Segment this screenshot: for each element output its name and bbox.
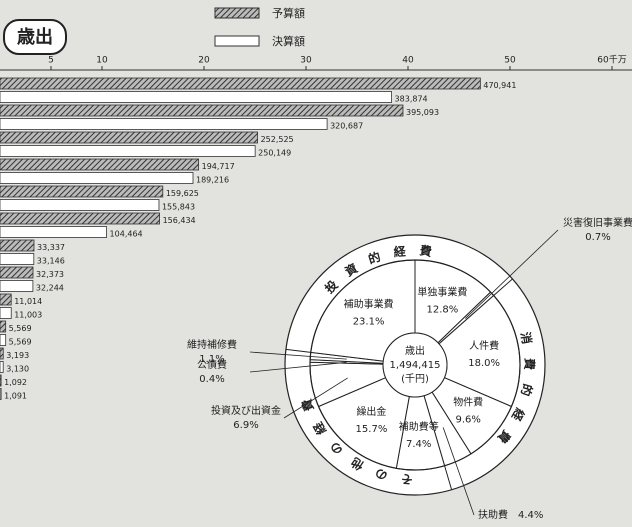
value-label: 194,717 — [202, 162, 235, 171]
slice-value: 18.0% — [468, 358, 500, 369]
value-label: 104,464 — [110, 230, 143, 239]
legend-label: 予算額 — [272, 6, 305, 20]
bar — [0, 321, 6, 332]
value-label: 3,193 — [6, 351, 29, 360]
legend-label: 決算額 — [272, 34, 305, 48]
bar — [0, 281, 33, 292]
value-label: 33,337 — [37, 243, 65, 252]
bar — [0, 92, 392, 103]
center-label: (千円) — [401, 373, 429, 385]
value-label: 11,003 — [14, 311, 42, 320]
value-label: 470,941 — [483, 81, 516, 90]
bar — [0, 240, 34, 251]
x-tick-label: 40 — [402, 56, 414, 66]
bar — [0, 362, 3, 373]
value-label: 5,569 — [9, 338, 32, 347]
center-label: 1,494,415 — [390, 360, 441, 371]
value-label: 320,687 — [330, 122, 363, 131]
bar — [0, 159, 199, 170]
bar — [0, 389, 1, 400]
value-label: 3,130 — [6, 365, 29, 374]
slice-label: 扶助費 — [478, 508, 508, 521]
center-label: 歳出 — [405, 344, 425, 357]
value-label: 189,216 — [196, 176, 229, 185]
bar — [0, 78, 480, 89]
pie: 単独事業費 12.8% 災害復旧事業費 0.7% 人件費 18.0% 物件費 9.6% 扶助費 4… — [187, 216, 632, 521]
slice-label: 単独事業費 — [417, 286, 467, 299]
bar — [0, 348, 3, 359]
bar — [0, 213, 160, 224]
bar — [0, 294, 11, 305]
value-label: 11,014 — [14, 297, 42, 306]
value-label: 5,569 — [9, 324, 32, 333]
slice-label: 補助事業費 — [344, 298, 394, 311]
x-tick-label: 20 — [198, 56, 210, 66]
bar — [0, 119, 327, 130]
bar — [0, 227, 107, 238]
value-label: 32,244 — [36, 284, 64, 293]
value-label: 159,625 — [166, 189, 199, 198]
slice-label: 維持補修費 — [187, 338, 237, 351]
slice-value: 12.8% — [426, 305, 458, 316]
chart: 歳出 5 10 20 30 40 50 60千万 470,941 383,874 395,093 3… — [0, 0, 632, 527]
value-label: 1,092 — [4, 378, 27, 387]
slice-value: 0.4% — [199, 374, 224, 385]
value-label: 395,093 — [406, 108, 439, 117]
slice-value: 15.7% — [356, 424, 388, 435]
x-tick-label: 50 — [504, 56, 516, 66]
value-label: 33,146 — [37, 257, 65, 266]
value-label: 1,091 — [4, 392, 27, 401]
chart-title: 歳出 — [17, 26, 53, 48]
x-tick-label: 30 — [300, 56, 312, 66]
bar — [0, 308, 11, 319]
bar — [0, 105, 403, 116]
slice-value: 0.7% — [585, 232, 610, 243]
slice-value: 9.6% — [455, 415, 480, 426]
bar — [0, 173, 193, 184]
slice-label: 投資及び出資金 — [211, 404, 281, 417]
slice-label: 災害復旧事業費 — [563, 216, 632, 229]
value-label: 156,434 — [163, 216, 196, 225]
slice-value: 23.1% — [353, 317, 385, 328]
bar — [0, 146, 255, 157]
slice-value: 7.4% — [406, 439, 431, 450]
value-label: 252,525 — [261, 135, 294, 144]
bar — [0, 375, 1, 386]
value-label: 32,373 — [36, 270, 64, 279]
slice-value: 1.1% — [199, 354, 224, 365]
legend-swatch — [215, 8, 259, 18]
legend-swatch — [215, 36, 259, 46]
bar — [0, 132, 258, 143]
slice-label: 物件費 — [453, 396, 483, 409]
slice-label: 補助費等 — [399, 420, 439, 433]
x-tick-label: 10 — [96, 56, 108, 66]
bar — [0, 335, 6, 346]
slice-value: 6.9% — [233, 420, 258, 431]
bar — [0, 186, 163, 197]
x-tick-label: 5 — [48, 56, 54, 66]
value-label: 383,874 — [395, 95, 428, 104]
slice-label: 人件費 — [469, 339, 499, 352]
value-label: 250,149 — [258, 149, 291, 158]
slice-value: 4.4% — [518, 510, 543, 521]
x-tick-label: 60千万 — [597, 55, 626, 66]
slice-label: 繰出金 — [356, 405, 386, 418]
bar — [0, 200, 159, 211]
bar — [0, 254, 34, 265]
bar — [0, 267, 33, 278]
value-label: 155,843 — [162, 203, 195, 212]
